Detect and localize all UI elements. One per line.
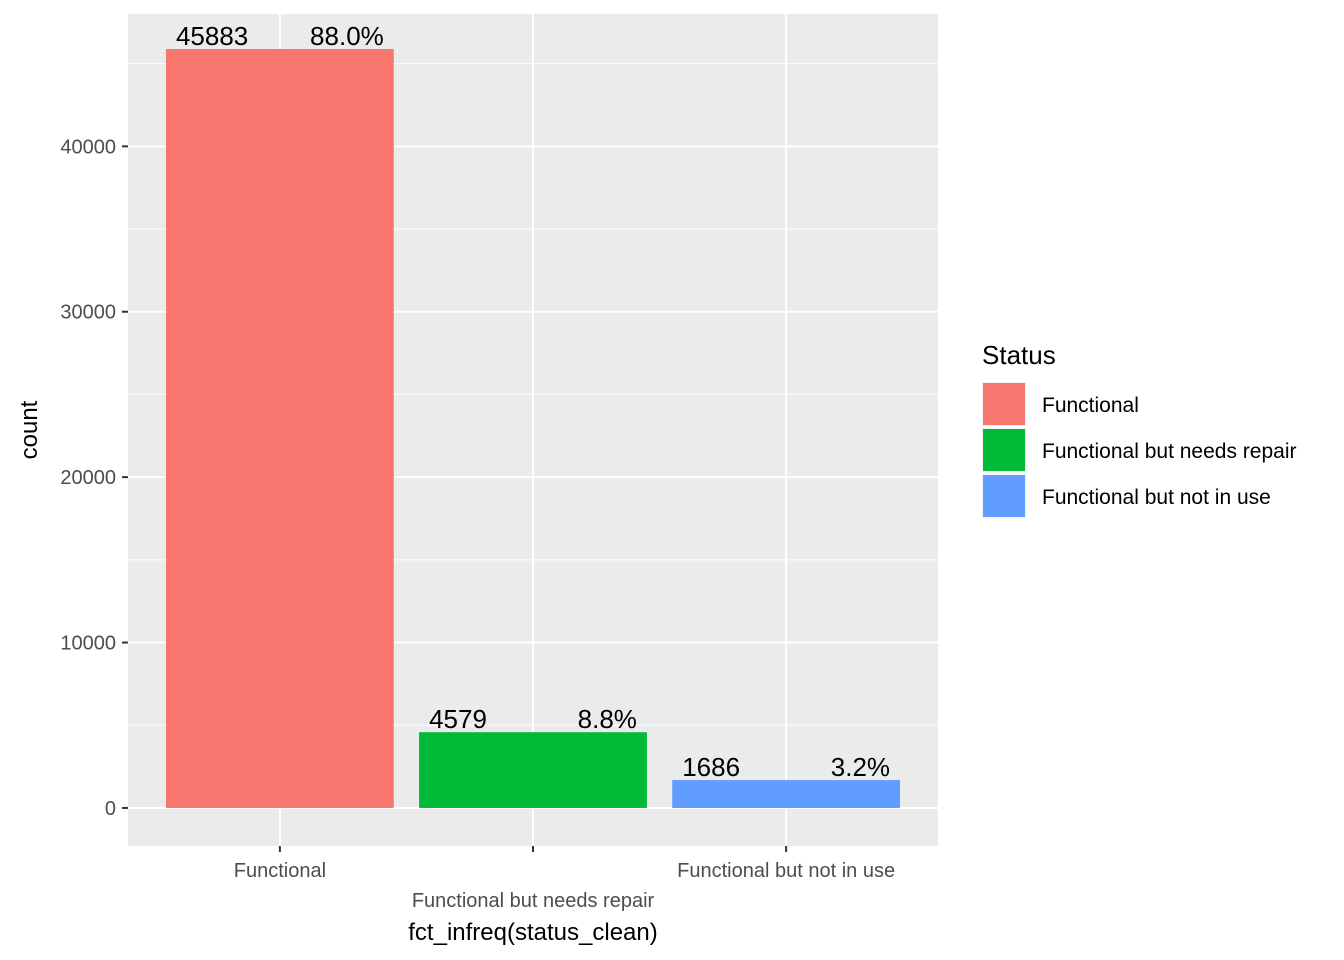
legend-label: Functional <box>1042 394 1139 417</box>
count-label: 4579 <box>429 704 487 734</box>
bar-labels: 45883 88.0% 4579 8.8% 1686 3.2% <box>176 21 890 782</box>
y-tick-label: 10000 <box>60 633 116 655</box>
percent-label: 88.0% <box>310 21 384 51</box>
legend-title: Status <box>982 340 1056 370</box>
y-tick-label: 0 <box>105 798 116 820</box>
legend-key <box>983 383 1025 425</box>
y-tick-label: 30000 <box>60 302 116 324</box>
percent-label: 3.2% <box>831 752 890 782</box>
x-tick-label: Functional <box>234 860 326 882</box>
bar <box>165 49 394 808</box>
bar <box>672 780 901 808</box>
legend-label: Functional but needs repair <box>1042 440 1297 463</box>
x-axis-title: fct_infreq(status_clean) <box>408 919 657 946</box>
bars <box>165 49 901 808</box>
count-label: 1686 <box>682 752 740 782</box>
x-axis: Functional Functional but needs repair Fun… <box>234 846 895 912</box>
legend-key <box>983 429 1025 471</box>
count-label: 45883 <box>176 21 248 51</box>
y-axis-title: count <box>16 400 43 459</box>
y-tick-label: 20000 <box>60 467 116 489</box>
legend: Status Functional Functional but needs re… <box>982 340 1297 518</box>
x-tick-label: Functional but needs repair <box>412 890 655 912</box>
legend-key <box>983 475 1025 517</box>
y-tick-label: 40000 <box>60 136 116 158</box>
bar <box>419 732 647 808</box>
percent-label: 8.8% <box>578 704 637 734</box>
x-tick-label: Functional but not in use <box>677 860 895 882</box>
legend-label: Functional but not in use <box>1042 486 1271 509</box>
y-axis: 0 10000 20000 30000 40000 <box>60 136 128 820</box>
